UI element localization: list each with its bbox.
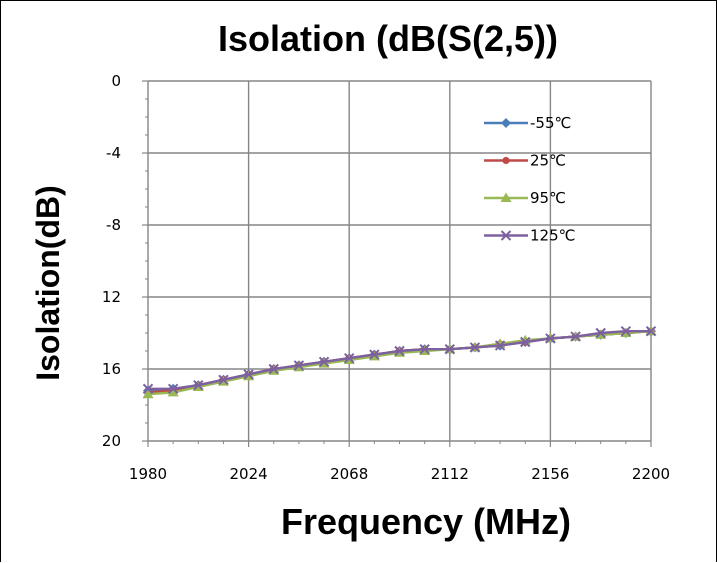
data-point [243,369,254,380]
x-tick-label: 2024 [230,465,268,483]
y-tick-label: 16 [102,360,121,378]
x-tick-label: 2068 [330,465,368,483]
data-point [444,343,456,355]
data-point [343,352,355,364]
x-marker-stroke [293,360,305,371]
legend-marker [502,156,510,165]
legend: -55℃ 25℃ 95℃ 125℃ [484,114,575,245]
y-tick-label: 12 [102,288,121,306]
y-tick-label: -4 [106,144,121,162]
x-tick-label: 2112 [431,465,469,483]
x-marker-stroke [419,343,430,355]
data-point [268,363,279,375]
x-marker-stroke [520,336,531,348]
data-point [142,388,154,399]
x-marker-stroke [595,327,606,339]
data-point [218,374,229,386]
data-point [193,379,204,391]
x-marker-stroke [545,333,556,344]
x-tick-label: 2156 [531,465,569,483]
data-point [318,356,330,368]
grid-layer [148,80,652,441]
legend-label: 95℃ [530,189,566,207]
series-layer [142,325,657,399]
axis-layer: 0 -4 -8 12 16 20 1980 2024 2068 2112 2156 2200 [102,72,670,483]
data-point [520,336,531,348]
series-3 [142,325,657,395]
data-point [167,383,179,395]
x-marker-stroke [500,230,512,241]
x-marker-stroke [369,349,380,360]
legend-entry: 25℃ [484,152,566,170]
x-tick-label: 2200 [632,465,670,483]
x-marker-stroke [167,383,179,395]
x-marker-stroke [343,352,355,364]
legend-label: 125℃ [530,227,575,245]
data-point [469,342,481,353]
x-marker-stroke [444,343,456,355]
x-marker-stroke [318,356,330,368]
legend-marker [500,230,512,241]
data-point [545,333,556,344]
data-point [494,340,506,351]
data-point [293,360,305,371]
x-marker-stroke [193,379,204,391]
x-axis-label: Frequency (MHz) [281,501,571,542]
legend-marker [500,192,512,202]
x-marker-stroke [645,325,657,337]
x-marker-stroke [218,374,229,386]
y-tick-label: 0 [111,72,121,90]
legend-label: 25℃ [530,152,566,170]
x-marker-stroke [142,383,154,395]
x-marker-stroke [243,369,254,380]
y-tick-label: 20 [102,432,121,450]
x-marker-stroke [268,363,279,375]
data-point [595,327,606,339]
x-marker-stroke [570,331,581,342]
x-marker-stroke [620,325,632,337]
x-marker-stroke [494,340,506,351]
legend-marker [501,118,511,128]
data-point [620,325,632,337]
data-point [570,331,581,342]
y-axis-label: Isolation(dB) [30,185,66,381]
y-tick-label: -8 [106,216,121,234]
x-tick-label: 1980 [129,465,167,483]
legend-entry: -55℃ [484,114,571,132]
legend-entry: 125℃ [484,227,575,245]
data-point [369,349,380,360]
x-marker-stroke [394,345,405,357]
legend-label: -55℃ [530,114,571,132]
data-point [142,383,154,395]
legend-entry: 95℃ [484,189,566,207]
chart-title: Isolation (dB(S(2,5)) [218,18,558,59]
data-point [394,345,405,357]
data-point [419,343,430,355]
data-point [167,386,179,397]
x-marker-stroke [469,342,481,353]
data-point [645,325,657,337]
